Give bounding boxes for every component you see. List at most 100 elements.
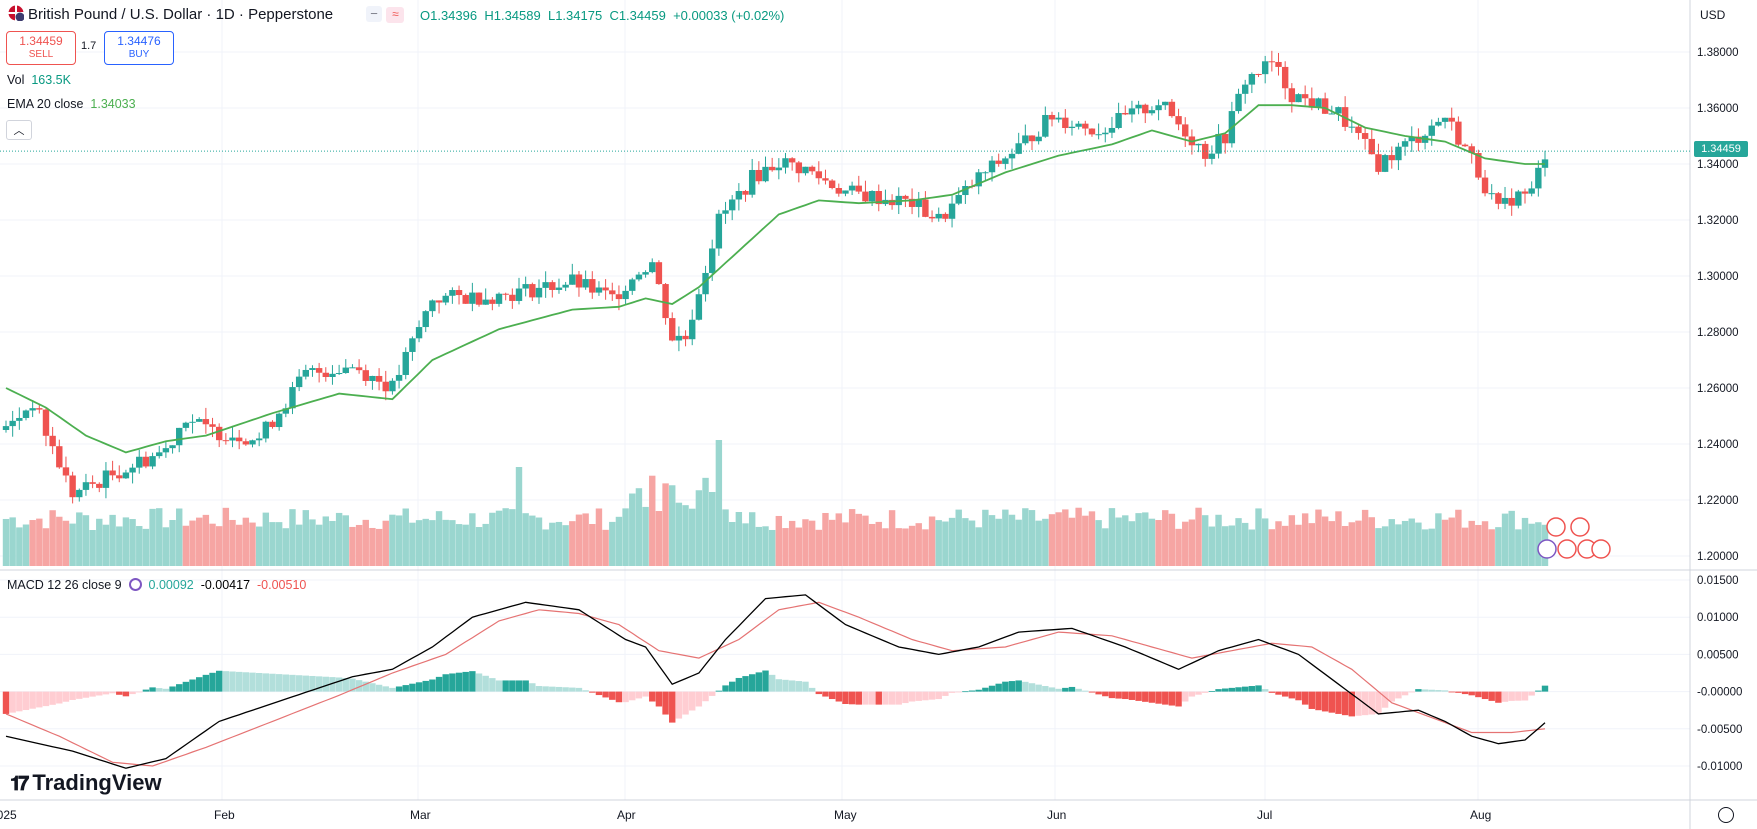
candle — [575, 274, 583, 288]
macd-histogram-bar — [22, 691, 30, 711]
volume-bar — [1315, 509, 1322, 566]
volume-bar — [1468, 520, 1475, 566]
macd-histogram-bar — [762, 670, 769, 692]
macd-histogram-bar — [1155, 691, 1162, 704]
candle — [62, 467, 70, 476]
macd-histogram-bar — [1162, 691, 1169, 705]
candle — [875, 191, 882, 205]
volume-bar — [1115, 517, 1122, 566]
settings-gear-icon[interactable] — [128, 578, 142, 591]
volume-bar — [615, 516, 623, 566]
macd-histogram-bar — [1068, 686, 1076, 692]
macd-histogram-bar — [1328, 691, 1336, 713]
settings-icon[interactable] — [1718, 807, 1734, 823]
macd-histogram-bar — [655, 691, 663, 707]
currency-selector[interactable]: USD — [1700, 8, 1726, 22]
market-status-icons[interactable]: − ≈ — [366, 5, 406, 23]
collapse-legend-button[interactable]: ︿ — [6, 120, 32, 140]
candle — [402, 351, 409, 375]
volume-bar — [1055, 512, 1062, 566]
candle — [822, 178, 829, 181]
macd-histogram-bar — [162, 688, 170, 692]
macd-histogram-bar — [882, 691, 889, 705]
volume-bar — [888, 510, 896, 566]
candle — [782, 158, 789, 168]
candle — [1321, 98, 1329, 114]
volume-bar — [1508, 510, 1515, 566]
candle — [1068, 126, 1076, 129]
volume-bar — [302, 510, 310, 566]
volume-bar — [1475, 524, 1482, 566]
volume-bar — [282, 528, 290, 566]
candle — [1388, 155, 1395, 161]
macd-histogram-bar — [635, 691, 643, 699]
volume-bar — [589, 523, 596, 566]
candle — [1535, 167, 1542, 189]
volume-bar — [775, 515, 783, 566]
volume-bar — [335, 512, 343, 566]
volume-bar — [642, 506, 649, 566]
volume-bar — [908, 525, 916, 566]
volume-bar — [1361, 509, 1369, 566]
macd-histogram-bar — [209, 672, 216, 692]
volume-bar — [709, 491, 716, 566]
candle — [535, 287, 543, 298]
ema-value: 1.34033 — [90, 97, 136, 111]
macd-histogram-bar — [275, 674, 283, 692]
ema-legend[interactable]: EMA 20 close 1.34033 — [7, 97, 136, 111]
macd-histogram-bar — [522, 680, 529, 692]
volume-bar — [209, 523, 216, 566]
volume-bar — [1008, 514, 1016, 566]
candle — [1275, 61, 1282, 67]
macd-histogram-bar — [1088, 691, 1096, 693]
sell-button[interactable]: 1.34459 SELL — [6, 31, 76, 65]
candle — [1301, 94, 1309, 99]
candle — [1488, 193, 1495, 195]
tradingview-logo[interactable]: 𝟏𝟕 TradingView — [10, 770, 162, 796]
macd-histogram-bar — [902, 691, 909, 704]
spread-value: 1.7 — [81, 40, 97, 52]
volume-bar — [702, 477, 709, 566]
macd-histogram-bar — [76, 691, 83, 699]
candle — [176, 427, 183, 446]
volume-bar — [1248, 529, 1256, 566]
macd-tick-0: 0.01500 — [1697, 575, 1739, 587]
candle — [922, 199, 929, 217]
macd-histogram-bar — [995, 683, 1002, 692]
volume-legend[interactable]: Vol 163.5K — [7, 73, 71, 87]
macd-histogram-bar — [1235, 687, 1242, 692]
macd-histogram-bar — [868, 691, 876, 705]
symbol-title[interactable]: British Pound / U.S. Dollar · 1D · Peppe… — [28, 6, 334, 23]
macd-histogram-bar — [1321, 691, 1329, 712]
macd-legend[interactable]: MACD 12 26 close 9 0.00092 -0.00417 -0.0… — [7, 578, 306, 592]
macd-histogram-bar — [529, 683, 536, 692]
candle — [222, 440, 230, 442]
macd-histogram-bar — [1228, 687, 1236, 692]
candle — [908, 198, 916, 207]
time-label-0: 2025 — [0, 808, 17, 822]
volume-bar — [1188, 519, 1196, 566]
candle — [988, 160, 996, 173]
volume-bar — [862, 515, 869, 566]
volume-bar — [9, 517, 16, 566]
volume-bar — [569, 521, 576, 566]
macd-histogram-bar — [1042, 686, 1049, 692]
candle — [935, 213, 942, 219]
candle — [229, 437, 236, 441]
macd-histogram-bar — [395, 686, 403, 692]
macd-histogram-bar — [269, 673, 276, 692]
volume-bar — [1341, 525, 1349, 566]
candle — [369, 375, 376, 381]
candle — [715, 213, 723, 249]
buy-button[interactable]: 1.34476 BUY — [104, 31, 174, 65]
volume-bar — [409, 522, 416, 566]
macd-histogram-bar — [82, 691, 90, 698]
candle — [1448, 117, 1455, 122]
time-label-5: Jun — [1047, 808, 1066, 822]
candle — [196, 419, 203, 422]
macd-histogram-bar — [375, 684, 383, 692]
macd-histogram-bar — [1095, 691, 1102, 695]
candle — [1368, 138, 1375, 155]
volume-bar — [62, 520, 70, 566]
